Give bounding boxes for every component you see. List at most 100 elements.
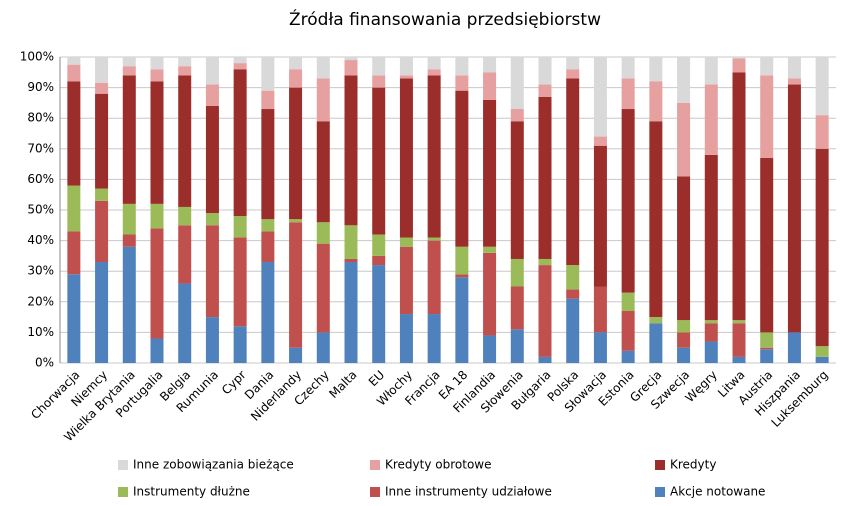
- bar-segment: [150, 203, 164, 229]
- y-tick-label: 90%: [27, 80, 54, 94]
- bar-segment: [677, 332, 691, 348]
- bar-segment: [178, 66, 192, 76]
- legend-swatch: [370, 460, 380, 470]
- bar-segment: [621, 78, 635, 110]
- legend-label: Kredyty: [670, 458, 716, 472]
- bar-segment: [427, 237, 441, 241]
- bar-segment: [289, 219, 303, 223]
- bar-segment: [233, 57, 247, 64]
- bar-segment: [815, 57, 829, 116]
- legend-label: Inne zobowiązania bieżące: [133, 458, 294, 472]
- bar-segment: [704, 154, 718, 321]
- bar-segment: [677, 176, 691, 321]
- bar-segment: [178, 283, 192, 363]
- bar-segment: [760, 157, 774, 333]
- bar-segment: [704, 323, 718, 342]
- bar-segment: [372, 75, 386, 88]
- y-tick-label: 50%: [27, 203, 54, 217]
- bar-segment: [649, 317, 663, 324]
- bar-segment: [455, 90, 469, 247]
- bar-segment: [399, 246, 413, 315]
- bar-segment: [372, 265, 386, 363]
- bar-segment: [205, 317, 219, 363]
- bar-segment: [677, 320, 691, 333]
- bar-segment: [344, 258, 358, 263]
- bar-segment: [510, 286, 524, 330]
- bar-segment: [538, 57, 552, 85]
- bar-segment: [150, 228, 164, 339]
- bar-segment: [233, 63, 247, 70]
- bar-segment: [150, 57, 164, 70]
- bar-segment: [427, 57, 441, 70]
- bar-segment: [566, 265, 580, 290]
- bar-segment: [787, 57, 801, 79]
- bar-segment: [566, 69, 580, 79]
- bar-segment: [122, 246, 136, 363]
- bar-segment: [316, 243, 330, 333]
- bar-segment: [787, 84, 801, 333]
- bar-segment: [344, 75, 358, 226]
- bar-segment: [261, 262, 275, 363]
- bar-segment: [732, 323, 746, 357]
- bar-segment: [649, 57, 663, 82]
- bar-segment: [483, 57, 497, 73]
- bar-segment: [483, 246, 497, 253]
- bar-segment: [538, 258, 552, 266]
- bar-segment: [510, 121, 524, 259]
- bar-segment: [399, 57, 413, 76]
- bar-segment: [760, 347, 774, 350]
- bar-segment: [67, 231, 81, 275]
- bar-segment: [593, 57, 607, 137]
- bar-segment: [289, 69, 303, 88]
- bar-segment: [316, 57, 330, 79]
- bar-segment: [510, 329, 524, 363]
- bar-segment: [621, 109, 635, 293]
- bar-segment: [399, 314, 413, 363]
- bar-segment: [150, 338, 164, 363]
- bar-segment: [649, 323, 663, 363]
- bar-segment: [566, 78, 580, 266]
- bar-segment: [316, 332, 330, 363]
- bar-segment: [289, 57, 303, 70]
- bar-segment: [760, 57, 774, 76]
- legend-swatch: [655, 460, 665, 470]
- bar-segment: [178, 206, 192, 226]
- bar-segment: [95, 57, 109, 84]
- bar-segment: [621, 350, 635, 363]
- bar-segment: [815, 346, 829, 357]
- bar-segment: [677, 347, 691, 363]
- y-tick-label: 30%: [27, 264, 54, 278]
- bar-segment: [399, 237, 413, 247]
- bar-segment: [732, 72, 746, 321]
- bar-segment: [455, 57, 469, 76]
- bar-segment: [316, 78, 330, 122]
- bar-segment: [566, 289, 580, 299]
- legend-label: Akcje notowane: [670, 485, 765, 499]
- y-tick-label: 80%: [27, 111, 54, 125]
- legend-swatch: [118, 487, 128, 497]
- legend-label: Instrumenty dłużne: [133, 485, 250, 499]
- bar-segment: [233, 69, 247, 217]
- bar-segment: [205, 84, 219, 106]
- bar-segment: [593, 136, 607, 146]
- bar-segment: [427, 314, 441, 363]
- y-tick-label: 60%: [27, 172, 54, 186]
- bar-segment: [95, 93, 109, 189]
- bar-segment: [122, 75, 136, 204]
- y-tick-label: 100%: [20, 50, 54, 64]
- bar-segment: [289, 222, 303, 348]
- bar-segment: [344, 57, 358, 61]
- bar-segment: [344, 60, 358, 76]
- bar-segment: [150, 81, 164, 204]
- bar-segment: [344, 225, 358, 259]
- bar-segment: [732, 320, 746, 324]
- bar-segment: [289, 347, 303, 363]
- bar-segment: [178, 75, 192, 207]
- bar-segment: [67, 81, 81, 186]
- bar-segment: [95, 83, 109, 94]
- bar-segment: [760, 332, 774, 348]
- bar-segment: [122, 234, 136, 247]
- bar-segment: [122, 57, 136, 67]
- bar-segment: [95, 262, 109, 363]
- bar-segment: [178, 225, 192, 284]
